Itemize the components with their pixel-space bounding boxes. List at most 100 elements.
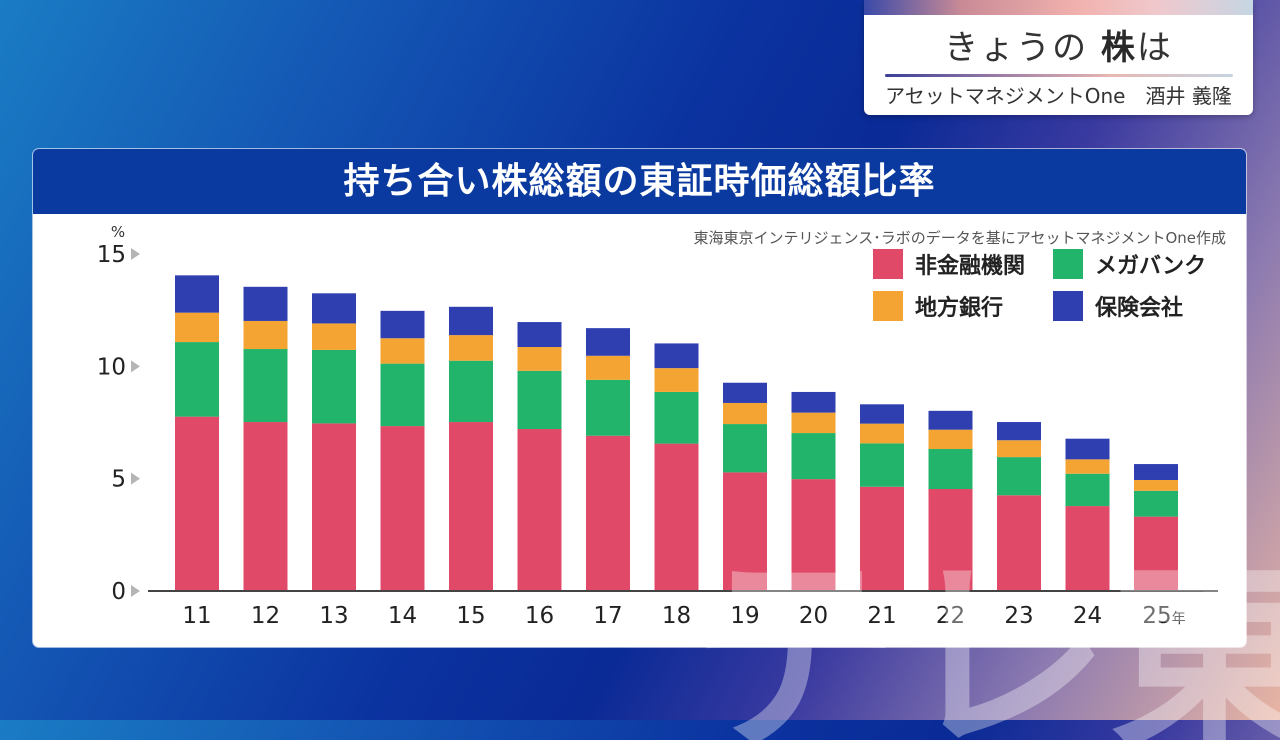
y-tick-label: 15	[97, 242, 126, 268]
bar-segment-insurance	[517, 322, 562, 348]
bar-segment-regional_bank	[1134, 480, 1178, 491]
legend-item-megabank: メガバンク	[1053, 248, 1206, 280]
bar-segment-non_financial	[312, 423, 356, 591]
legend-label: 保険会社	[1095, 296, 1184, 321]
bar-segment-insurance	[449, 306, 493, 336]
x-tick-label: 16	[525, 603, 554, 629]
caption-title: きょうの 株は	[864, 28, 1253, 68]
legend-swatch-non-financial	[873, 249, 903, 279]
bar-segment-regional_bank	[243, 320, 288, 350]
x-tick-label: 12	[251, 603, 280, 629]
bar-segment-regional_bank	[312, 323, 356, 350]
x-unit-suffix: 年	[1172, 611, 1186, 627]
bar-segment-non_financial	[997, 495, 1041, 591]
y-tick-marker	[131, 472, 140, 485]
data-source-note: 東海東京インテリジェンス･ラボのデータを基にアセットマネジメントOne作成	[693, 229, 1226, 247]
bar-segment-non_financial	[380, 426, 425, 591]
legend-item-non-financial: 非金融機関	[873, 248, 1025, 280]
bar-segment-regional_bank	[791, 412, 836, 434]
legend-swatch-insurance	[1053, 291, 1083, 321]
x-tick-label: 11	[182, 603, 211, 629]
caption-subtitle: アセットマネジメントOne 酒井 義隆	[885, 84, 1232, 108]
bar-segment-insurance	[175, 275, 219, 313]
stacked-bar-chart: 0 5 10 15% 11 12 13 14 15 16 17 18 19 20 21 22 23 24 25年	[97, 223, 1218, 629]
bar-segment-insurance	[1134, 464, 1178, 481]
bar-segment-regional_bank	[928, 429, 973, 450]
legend-item-insurance: 保険会社	[1053, 290, 1183, 322]
x-tick-label: 19	[730, 603, 759, 629]
bar-segment-megabank	[928, 449, 973, 490]
bar-segment-insurance	[928, 410, 973, 430]
x-tick-label: 21	[867, 603, 896, 629]
bar-segment-regional_bank	[860, 423, 904, 444]
legend-item-regional-bank: 地方銀行	[873, 290, 1003, 322]
x-tick-label: 14	[388, 603, 417, 629]
bar-segment-non_financial	[175, 416, 219, 591]
y-tick-label: 0	[111, 579, 126, 605]
x-tick-label: 18	[662, 603, 691, 629]
x-tick-label: 23	[1004, 603, 1033, 629]
x-tick-label: 25年	[1142, 603, 1185, 629]
bar-segment-insurance	[312, 293, 356, 324]
bar-segment-megabank	[175, 342, 219, 417]
legend-label: 地方銀行	[915, 296, 1004, 321]
bar-segment-non_financial	[654, 443, 699, 591]
bar-segment-regional_bank	[380, 338, 425, 364]
chart-title: 持ち合い株総額の東証時価総額比率	[33, 149, 1246, 214]
x-tick-label: 17	[593, 603, 622, 629]
caption-divider	[885, 74, 1233, 77]
bar-segment-megabank	[517, 370, 562, 430]
x-tick-label: 13	[319, 603, 348, 629]
bar-segment-megabank	[586, 379, 630, 436]
bar-segment-non_financial	[791, 479, 836, 591]
bar-segment-megabank	[449, 360, 493, 423]
bar-segment-megabank	[380, 363, 425, 427]
legend-swatch-megabank	[1053, 249, 1083, 279]
bar-segment-non_financial	[928, 489, 973, 591]
y-axis-unit-label: %	[111, 223, 125, 241]
bar-segment-megabank	[1134, 490, 1178, 517]
bar-segment-regional_bank	[175, 312, 219, 343]
bar-segment-non_financial	[1134, 516, 1178, 591]
bar-segment-megabank	[312, 349, 356, 424]
bar-segment-insurance	[654, 343, 699, 369]
bar-segment-megabank	[654, 391, 699, 444]
bar-segment-insurance	[723, 382, 767, 403]
x-tick-label: 15	[456, 603, 485, 629]
y-tick-marker	[131, 585, 140, 597]
caption-title-suffix: は	[1136, 28, 1173, 68]
bar-segment-megabank	[997, 457, 1041, 496]
y-tick-marker	[131, 360, 140, 373]
bar-segment-regional_bank	[997, 440, 1041, 458]
bar-segment-non_financial	[1065, 506, 1110, 591]
x-tick-label: 24	[1073, 603, 1102, 629]
bar-segment-non_financial	[723, 472, 767, 591]
y-tick-label: 5	[111, 467, 126, 493]
bar-segment-non_financial	[860, 486, 904, 591]
chart-panel: 持ち合い株総額の東証時価総額比率 東海東京インテリジェンス･ラボのデータを基にア…	[33, 149, 1246, 647]
caption-title-prefix: きょうの	[944, 28, 1089, 68]
bar-segment-insurance	[586, 328, 630, 356]
bar-segment-regional_bank	[1065, 459, 1110, 474]
x-tick-label: 20	[799, 603, 828, 629]
bar-segment-megabank	[243, 349, 288, 423]
bar-segment-insurance	[997, 422, 1041, 441]
bar-segment-regional_bank	[517, 347, 562, 371]
bar-segment-megabank	[860, 443, 904, 487]
y-tick-marker	[131, 248, 140, 260]
bar-segment-non_financial	[243, 422, 288, 591]
program-caption: きょうの 株は アセットマネジメントOne 酒井 義隆	[864, 0, 1253, 115]
legend-label: 非金融機関	[915, 254, 1026, 279]
bar-segment-megabank	[723, 424, 767, 473]
bar-segment-insurance	[243, 286, 288, 321]
legend-label: メガバンク	[1095, 254, 1207, 279]
bar-segment-insurance	[1065, 438, 1110, 460]
bar-segment-insurance	[380, 310, 425, 339]
legend-swatch-regional-bank	[873, 291, 903, 321]
bar-segment-regional_bank	[723, 402, 767, 425]
bar-segment-regional_bank	[449, 335, 493, 361]
bar-segment-non_financial	[449, 422, 493, 591]
caption-title-bold: 株	[1100, 28, 1137, 68]
chart-legend: 非金融機関 メガバンク 地方銀行 保険会社	[873, 248, 1233, 328]
bar-segment-insurance	[791, 391, 836, 413]
